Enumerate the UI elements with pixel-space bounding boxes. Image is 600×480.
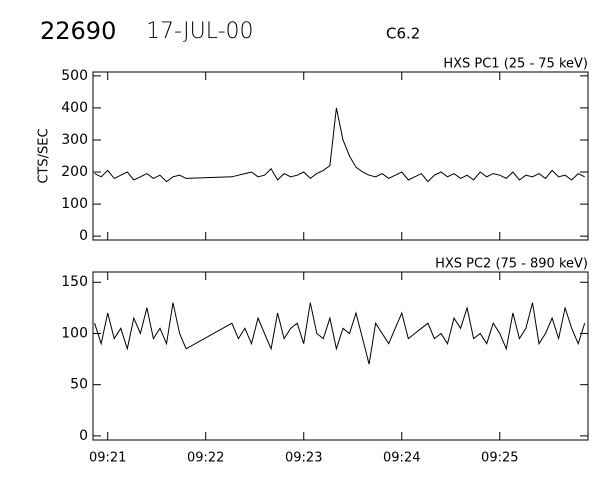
panel-title: HXS PC2 (75 - 890 keV) (435, 257, 588, 272)
y-tick-label: 50 (70, 377, 88, 393)
x-tick-label: 09:22 (187, 451, 224, 466)
y-tick-label: 300 (61, 132, 88, 148)
plot-frame (92, 271, 589, 441)
date: 17-JUL-00 (146, 19, 254, 44)
y-tick-label: 0 (79, 428, 88, 444)
y-tick-label: 500 (61, 68, 88, 84)
y-tick-label: 0 (79, 228, 88, 244)
plot-frame (92, 71, 589, 241)
y-tick-label: 400 (61, 100, 88, 116)
x-tick-label: 09:23 (285, 451, 322, 466)
y-tick-label: 100 (61, 325, 88, 341)
y-tick-label: 200 (61, 164, 88, 180)
flare-class: C6.2 (386, 25, 420, 43)
x-tick-label: 09:25 (481, 451, 518, 466)
y-tick-label: 100 (61, 196, 88, 212)
event-id: 22690 (40, 17, 116, 45)
y-axis-label: CTS/SEC (37, 128, 52, 183)
data-line (94, 107, 585, 183)
panel-title: HXS PC1 (25 - 75 keV) (443, 57, 588, 72)
data-line (94, 302, 586, 365)
x-tick-label: 09:24 (383, 451, 420, 466)
x-tick-label: 09:21 (89, 451, 126, 466)
y-tick-label: 150 (61, 274, 88, 290)
